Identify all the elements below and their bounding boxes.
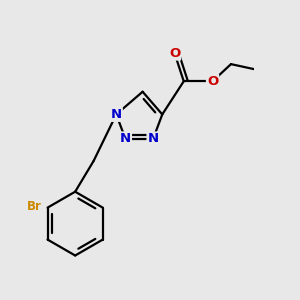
Text: N: N [148,133,159,146]
Text: Br: Br [27,200,41,213]
Text: O: O [169,46,180,60]
Text: N: N [120,133,131,146]
Text: O: O [207,75,218,88]
Text: N: N [111,108,122,121]
